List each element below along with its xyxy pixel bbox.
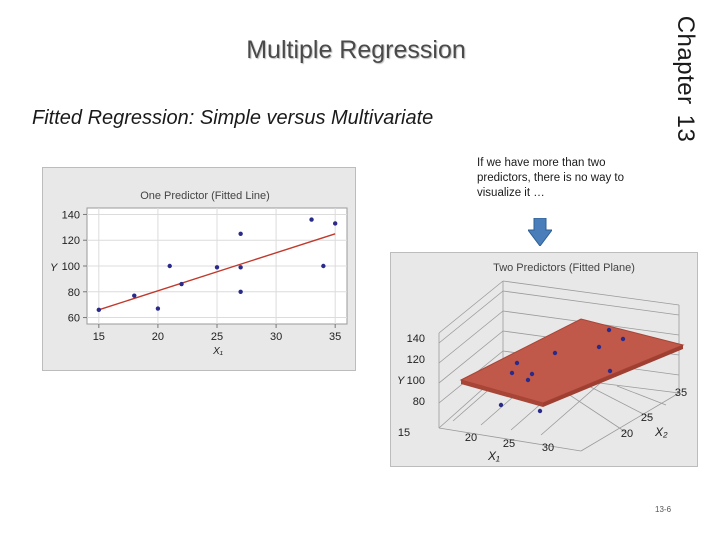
- chapter-label: Chapter 13: [671, 0, 699, 184]
- chapter-word: Chapter: [672, 15, 699, 105]
- y-tick-label: 120: [407, 354, 425, 366]
- grid-line: [502, 290, 680, 316]
- data-point: [238, 231, 243, 236]
- x-tick-label: 25: [211, 331, 223, 343]
- y-tick-label: 80: [68, 287, 80, 299]
- data-point: [179, 281, 184, 287]
- data-point: [167, 263, 172, 269]
- x2-tick-label: 35: [675, 387, 687, 399]
- box-edge: [438, 427, 582, 452]
- data-point: [132, 293, 137, 298]
- grid-line: [578, 380, 652, 419]
- data-point: [238, 289, 243, 294]
- y-tick-label: 100: [407, 375, 425, 387]
- box-edge: [438, 280, 504, 334]
- plane-edge: [461, 380, 543, 407]
- data-point: [332, 221, 338, 226]
- y-tick-label: 60: [68, 313, 80, 325]
- data-point: [529, 371, 535, 377]
- grid-line: [438, 330, 504, 384]
- data-point: [155, 306, 161, 311]
- down-arrow-icon: [528, 218, 552, 246]
- y-tick-label: 80: [413, 396, 425, 408]
- x1-axis-label: X₁: [487, 449, 500, 463]
- chart-title: Two Predictors (Fitted Plane): [493, 262, 635, 274]
- data-point: [514, 360, 520, 366]
- two-predictors-chart: Two Predictors (Fitted Plane): [390, 252, 698, 467]
- fitted-line: [98, 233, 336, 311]
- data-point: [596, 344, 602, 350]
- grid-line: [438, 290, 504, 344]
- two-predictors-plot: Two Predictors (Fitted Plane): [397, 262, 687, 463]
- grid-line: [540, 378, 606, 436]
- y-tick-label: 140: [407, 333, 425, 345]
- x-tick-label: 30: [270, 331, 282, 343]
- x1-tick-label: 25: [503, 438, 515, 450]
- x1-tick-label: 15: [398, 427, 410, 439]
- y-tick-label: 120: [62, 235, 80, 247]
- grid-line: [616, 385, 667, 406]
- box-edge: [502, 280, 680, 306]
- page-number: 13-6: [655, 505, 672, 514]
- x-tick-label: 20: [152, 331, 164, 343]
- data-point: [607, 368, 613, 374]
- data-point: [238, 265, 243, 270]
- box-edge: [580, 392, 680, 452]
- data-point: [214, 265, 220, 270]
- slide-subtitle: Fitted Regression: Simple versus Multiva…: [32, 107, 434, 129]
- y-tick-label: 100: [62, 261, 80, 273]
- data-point: [96, 307, 102, 313]
- one-predictor-chart: One Predictor (Fitted Line) 60 80 100 120 14…: [42, 167, 356, 371]
- data-point: [309, 217, 314, 222]
- data-point: [509, 370, 515, 376]
- data-point: [620, 336, 626, 342]
- plane-edge: [543, 345, 683, 407]
- x2-axis-label: X₂: [654, 425, 668, 439]
- y-axis-label: Y: [50, 262, 58, 274]
- chart-title: One Predictor (Fitted Line): [140, 190, 270, 202]
- data-point: [321, 263, 326, 269]
- y-axis-label: Y: [397, 375, 405, 387]
- y-tick-label: 140: [62, 209, 80, 221]
- data-point: [606, 327, 612, 333]
- x1-tick-label: 30: [542, 442, 554, 454]
- x-axis-label: X₁: [212, 346, 223, 357]
- slide-title: Multiple Regression: [246, 36, 466, 64]
- x2-tick-label: 20: [621, 428, 633, 440]
- chapter-number: 13: [672, 114, 699, 143]
- grid-line: [438, 310, 504, 364]
- callout-text: If we have more than two predictors, the…: [477, 157, 625, 199]
- data-point: [498, 402, 504, 408]
- data-point: [525, 377, 531, 383]
- x-tick-label: 35: [329, 331, 341, 343]
- x2-tick-label: 25: [641, 412, 653, 424]
- data-point: [537, 408, 543, 414]
- one-predictor-plot: One Predictor (Fitted Line) 60 80 100 120 14…: [50, 190, 348, 357]
- x1-tick-label: 20: [465, 432, 477, 444]
- x-tick-label: 15: [93, 331, 105, 343]
- data-point: [552, 350, 558, 356]
